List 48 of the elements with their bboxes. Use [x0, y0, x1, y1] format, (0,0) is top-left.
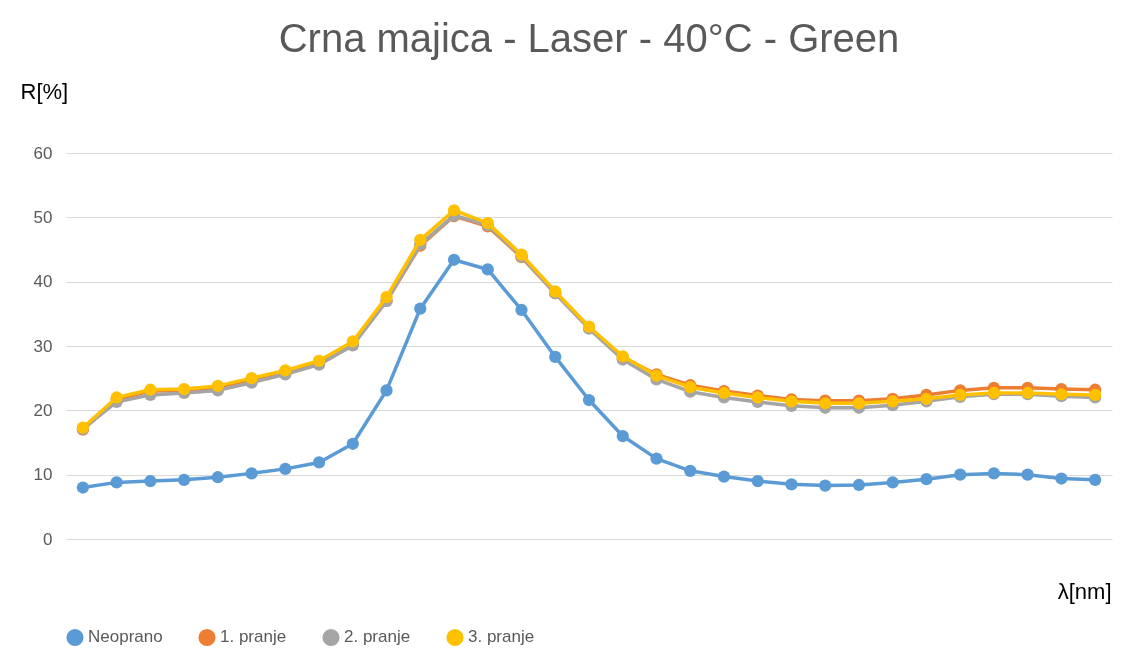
point	[447, 204, 461, 217]
legend-label: 3. pranje	[468, 627, 535, 647]
point	[954, 468, 967, 481]
y-tick-label: 10	[33, 465, 53, 485]
point	[76, 481, 89, 494]
point	[650, 452, 663, 465]
point	[852, 478, 866, 492]
point	[616, 429, 629, 443]
x-axis-title: λ[nm]	[1057, 578, 1112, 604]
point	[414, 302, 427, 315]
point	[684, 464, 697, 477]
point	[886, 476, 899, 489]
point	[987, 467, 1001, 480]
point	[211, 471, 224, 484]
point	[481, 263, 494, 276]
point	[582, 393, 596, 407]
point	[312, 456, 326, 469]
y-tick-label: 0	[43, 529, 53, 549]
legend-label: 2. pranje	[344, 627, 411, 647]
point	[144, 474, 157, 488]
point	[380, 290, 393, 304]
point	[414, 233, 427, 246]
y-tick-label: 20	[33, 400, 53, 420]
point	[245, 467, 258, 480]
y-tick-label: 30	[33, 336, 53, 356]
legend-label: Neoprano	[88, 627, 163, 647]
chart-title: Crna majica - Laser - 40°C - Green	[278, 16, 900, 60]
y-tick-label: 50	[33, 207, 53, 227]
point	[1021, 468, 1034, 481]
point	[549, 350, 562, 364]
point	[1089, 473, 1102, 486]
y-tick-label: 40	[33, 272, 53, 292]
point	[717, 470, 731, 483]
point	[515, 303, 528, 317]
point	[110, 476, 123, 489]
point	[346, 437, 359, 450]
point	[751, 474, 764, 488]
point	[819, 479, 832, 492]
point	[380, 384, 393, 397]
point	[279, 462, 292, 475]
point	[447, 253, 461, 266]
legend-label: 1. pranje	[220, 627, 287, 647]
point	[920, 473, 933, 486]
point	[785, 478, 798, 491]
point	[177, 473, 191, 486]
y-tick-label: 60	[33, 143, 53, 163]
point	[1055, 472, 1068, 485]
y-axis-title: R[%]	[20, 78, 69, 104]
